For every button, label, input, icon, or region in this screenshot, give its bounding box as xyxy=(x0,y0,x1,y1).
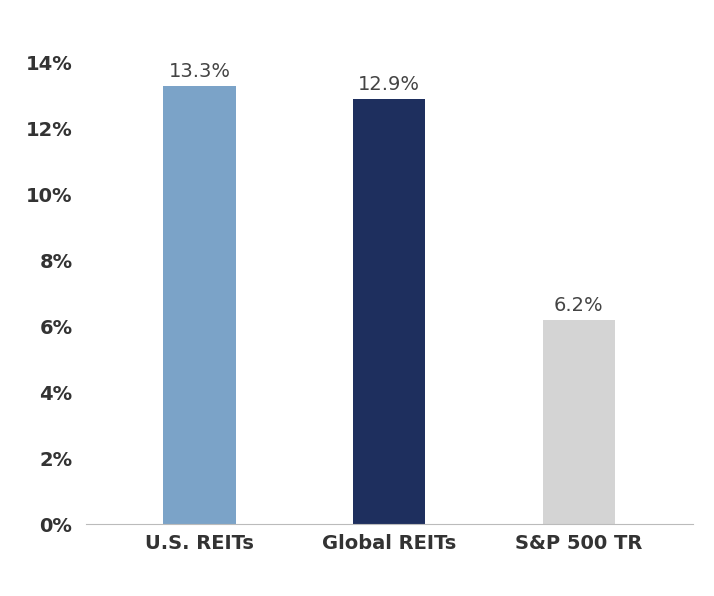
Bar xyxy=(543,320,615,524)
Bar xyxy=(164,86,236,524)
Text: 13.3%: 13.3% xyxy=(169,62,231,81)
Bar xyxy=(353,99,425,524)
Text: 6.2%: 6.2% xyxy=(554,296,603,315)
Text: 12.9%: 12.9% xyxy=(358,75,420,94)
